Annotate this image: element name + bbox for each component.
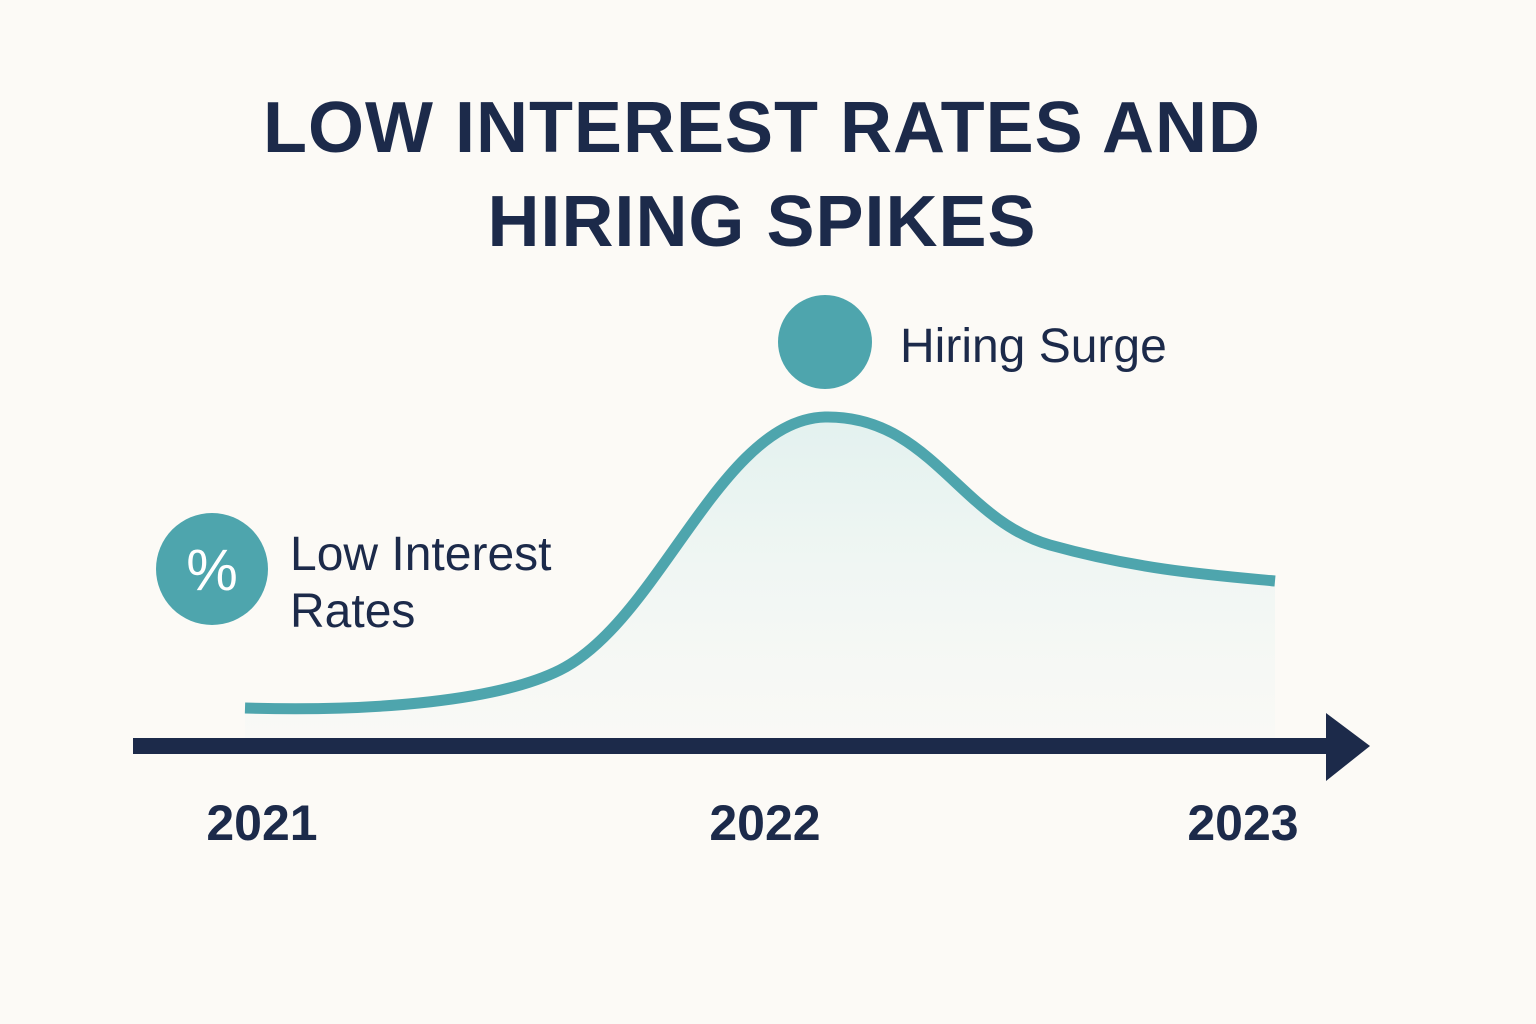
title-line: LOW INTEREST RATES AND — [263, 88, 1261, 168]
curve-area — [245, 416, 1275, 740]
rates-label-line: Rates — [290, 585, 415, 638]
peak-label: Hiring Surge — [900, 320, 1167, 373]
peak-dot — [778, 295, 872, 389]
rates-icon: % — [186, 538, 238, 603]
timeline-arrow — [1326, 713, 1370, 781]
rates-label-line: Low Interest — [290, 528, 551, 581]
hiring-curve — [244, 411, 1276, 715]
year-label: 2022 — [709, 795, 820, 851]
year-label: 2021 — [206, 795, 317, 851]
title-line: HIRING SPIKES — [487, 182, 1036, 262]
rates-icon-circle — [156, 513, 268, 625]
timeline-axis — [133, 738, 1338, 754]
year-label: 2023 — [1187, 795, 1298, 851]
